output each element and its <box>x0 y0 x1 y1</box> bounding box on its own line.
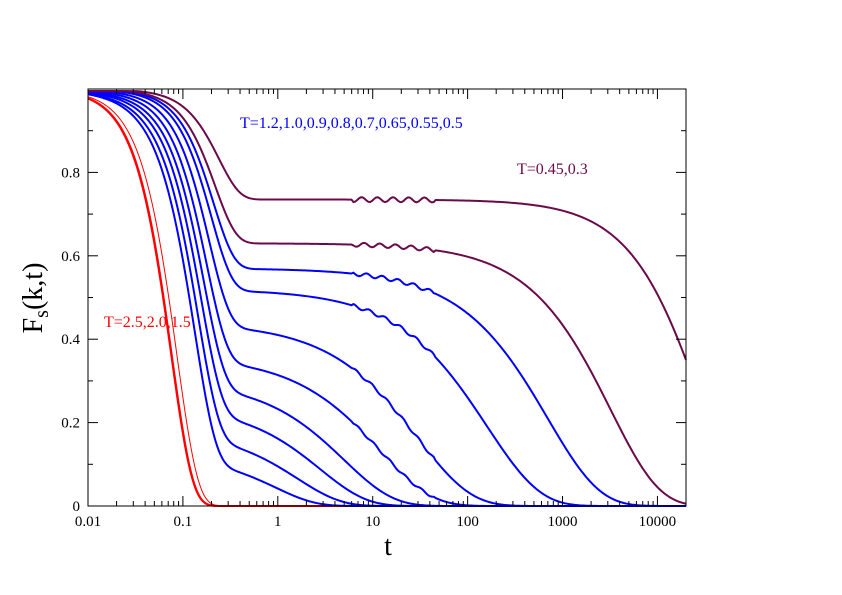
series-line-T-0p3 <box>88 90 687 361</box>
y-tick-label: 0 <box>73 499 81 515</box>
annotation-red-temperatures: T=2.5,2.0,1.5 <box>104 314 191 331</box>
series-line-T-0p45 <box>88 90 687 505</box>
x-tick-label: 100 <box>456 514 479 530</box>
y-tick-label: 0.2 <box>61 416 80 432</box>
y-axis-label-rest: (k,t) <box>18 263 49 310</box>
series-line-T-0p7 <box>87 90 686 507</box>
x-axis-ticks: 0.01 0.1 1 10 100 1000 10000 <box>75 89 687 530</box>
x-tick-label: 1 <box>274 514 282 530</box>
x-tick-label: 0.01 <box>75 514 101 530</box>
y-axis-label: Fs(k,t) <box>18 263 53 334</box>
x-tick-label: 10000 <box>639 514 677 530</box>
series-line-T-0p5 <box>88 90 686 507</box>
series-line-T-1p2 <box>87 93 686 507</box>
x-tick-label: 1000 <box>548 514 578 530</box>
x-axis-label: t <box>384 531 392 562</box>
x-tick-label: 0.1 <box>174 514 193 530</box>
x-tick-label: 10 <box>365 514 380 530</box>
series-lines <box>87 90 687 507</box>
y-tick-label: 0.4 <box>61 332 80 348</box>
y-axis-label-main: F <box>18 318 49 334</box>
annotation-blue-temperatures: T=1.2,1.0,0.9,0.8,0.7,0.65,0.55,0.5 <box>240 115 463 132</box>
series-line-T-1p5 <box>87 96 686 507</box>
series-line-T-2p0 <box>87 97 686 507</box>
y-tick-label: 0.8 <box>61 165 80 181</box>
series-line-T-2p5 <box>87 97 686 507</box>
y-tick-label: 0.6 <box>61 249 80 265</box>
annotation-purple-temperatures: T=0.45,0.3 <box>517 161 588 178</box>
y-axis-label-subscript: s <box>31 310 53 318</box>
y-axis-ticks: 0 0.2 0.4 0.6 0.8 <box>61 88 686 515</box>
